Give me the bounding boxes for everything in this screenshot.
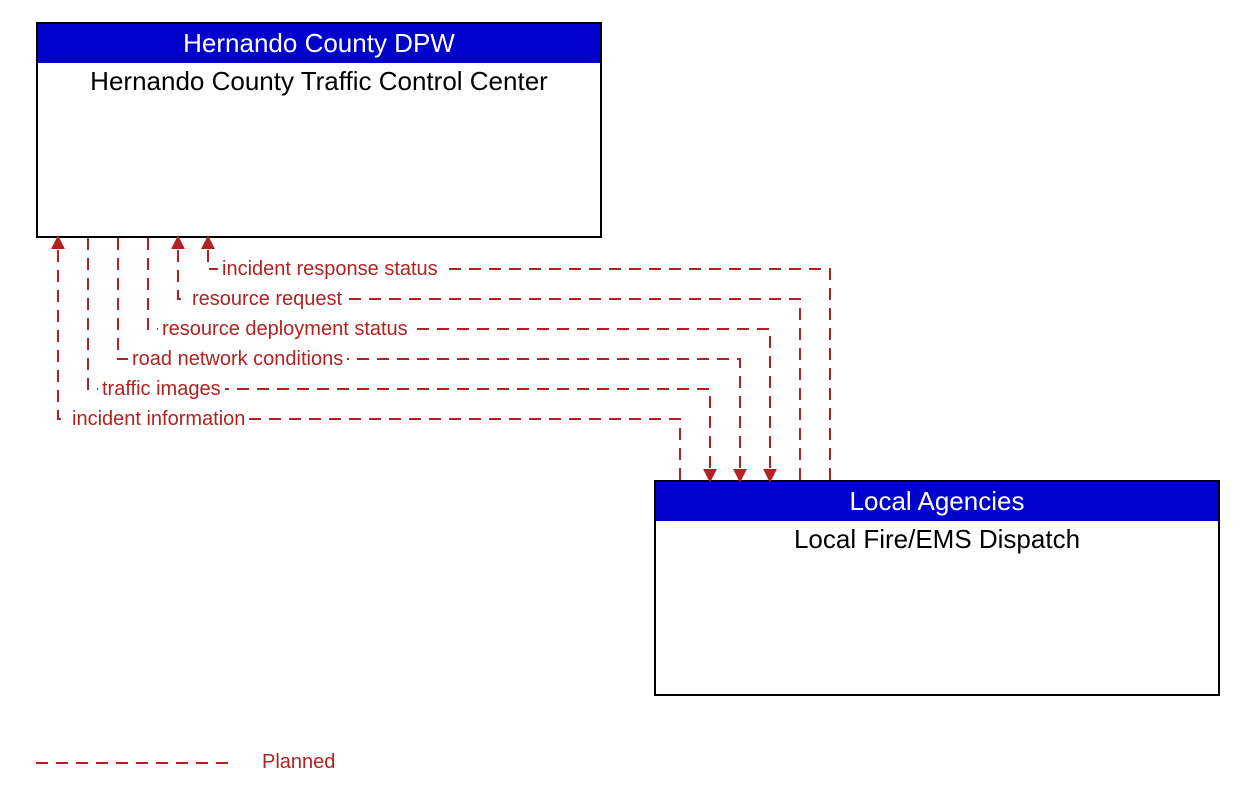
flow-label: road network conditions — [128, 349, 347, 369]
entity-body-top: Hernando County Traffic Control Center — [38, 63, 600, 101]
entity-body-bottom: Local Fire/EMS Dispatch — [656, 521, 1218, 559]
entity-header-bottom: Local Agencies — [656, 482, 1218, 521]
entity-box-bottom: Local Agencies Local Fire/EMS Dispatch — [654, 480, 1220, 696]
flow-label: resource request — [188, 289, 346, 309]
entity-box-top: Hernando County DPW Hernando County Traf… — [36, 22, 602, 238]
legend-planned-label: Planned — [262, 751, 335, 774]
flow-label: incident information — [68, 409, 249, 429]
entity-header-top: Hernando County DPW — [38, 24, 600, 63]
flow-label: incident response status — [218, 259, 442, 279]
flow-label: traffic images — [98, 379, 225, 399]
flow-label: resource deployment status — [158, 319, 412, 339]
